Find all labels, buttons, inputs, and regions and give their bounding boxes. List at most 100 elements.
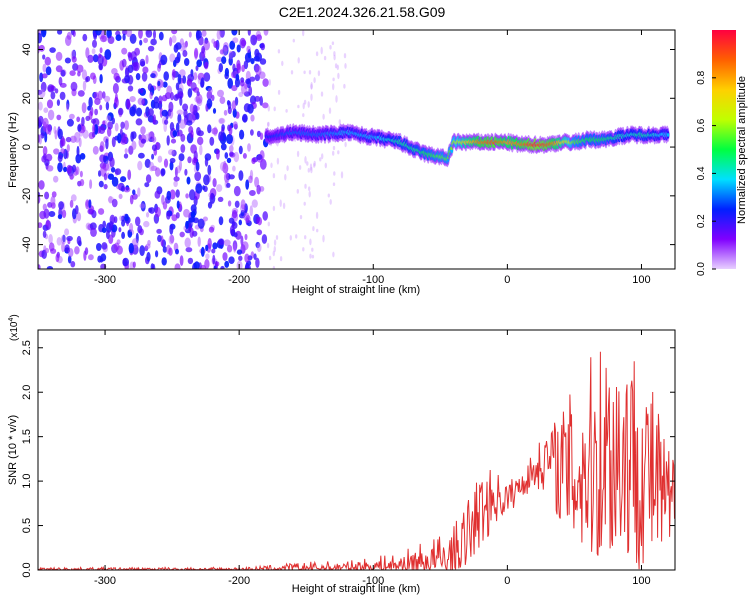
noise-speckle [193,72,198,81]
noise-speckle [233,232,238,238]
noise-speckle [132,261,136,268]
noise-speckle [85,47,90,59]
sparse-speckle [332,182,336,186]
noise-speckle [241,64,246,72]
noise-speckle [242,153,247,159]
noise-speckle [171,30,178,35]
noise-speckle [168,101,174,113]
noise-speckle [256,229,263,236]
noise-speckle [121,58,127,68]
sparse-speckle [322,234,325,243]
noise-speckle [41,155,47,163]
noise-speckle [50,248,57,254]
snr-y-ticks: 0.0 0.5 1.0 1.5 2.0 2.5 [21,340,675,578]
noise-speckle [45,219,50,227]
noise-speckle [185,247,193,253]
sparse-speckle [281,60,284,67]
noise-speckle [228,174,235,180]
noise-speckle [157,80,161,87]
spectrogram-x-ticks: -300 -200 -100 0 100 [94,30,651,286]
noise-speckle [76,235,82,246]
noise-speckle [212,254,216,265]
noise-speckle [99,141,105,152]
noise-speckle [256,154,264,163]
noise-speckle [223,239,231,247]
noise-speckle [217,89,224,98]
noise-speckle [223,109,228,116]
sparse-speckle [311,247,314,252]
noise-speckle [207,238,212,249]
noise-speckle [118,227,122,233]
noise-speckle [92,39,97,48]
noise-speckle [89,222,97,230]
noise-speckle [236,249,243,255]
sparse-speckle [324,162,327,169]
noise-speckle [190,144,198,154]
noise-speckle [76,145,80,157]
noise-speckle [98,180,104,188]
sparse-speckle [310,93,313,102]
noise-speckle [44,131,48,143]
noise-speckle [132,189,136,195]
noise-speckle [75,166,80,176]
noise-speckle [244,233,248,241]
noise-speckle [50,195,56,206]
noise-speckle [166,135,170,146]
sparse-speckle [344,63,347,69]
noise-speckle [145,30,153,38]
snr-y-label: SNR (10 * v/v) [7,415,19,485]
sparse-speckle [277,49,281,54]
noise-speckle [250,114,255,122]
y-tick-label: 0 [21,144,33,150]
noise-speckle [138,30,143,39]
noise-speckle [171,149,177,157]
noise-speckle [137,97,145,106]
noise-speckle [158,31,164,41]
noise-speckle [241,241,249,251]
noise-speckle [176,200,180,209]
sparse-speckle [303,70,306,75]
noise-speckle [102,91,106,99]
noise-speckle [131,131,137,140]
noise-speckle [125,30,133,38]
noise-speckle [47,109,55,121]
noise-speckle [64,57,71,64]
noise-speckle [149,161,155,172]
noise-speckle [66,144,70,153]
noise-speckle [229,145,234,153]
noise-speckle [251,199,258,208]
y-tick-label: 40 [21,43,33,55]
noise-speckle [153,96,159,104]
noise-speckle [137,160,143,171]
noise-speckle [56,99,61,106]
noise-speckle [45,124,51,135]
noise-speckle [123,153,129,159]
noise-speckle [120,137,128,145]
noise-speckle [161,257,167,266]
noise-speckle [245,78,251,85]
sparse-speckle [272,265,276,269]
noise-speckle [74,131,81,143]
noise-speckle [44,247,50,254]
noise-speckle [155,167,161,177]
y-tick-label: -20 [21,188,33,204]
noise-speckle [41,30,47,38]
noise-speckle [231,85,238,92]
noise-speckle [193,261,200,269]
noise-speckle [183,208,190,218]
noise-speckle [164,119,169,125]
noise-speckle [44,56,51,66]
snr-x-ticks: -300 -200 -100 0 100 [94,330,651,587]
noise-speckle [57,30,63,35]
noise-speckle [220,143,227,151]
sparse-speckle [332,83,335,91]
noise-speckle [248,86,253,96]
noise-speckle [152,263,156,269]
noise-speckle [81,116,85,127]
noise-speckle [67,255,72,264]
sparse-speckle [279,199,282,207]
noise-speckle [195,112,200,120]
noise-speckle [175,248,179,255]
noise-speckle [53,148,60,155]
